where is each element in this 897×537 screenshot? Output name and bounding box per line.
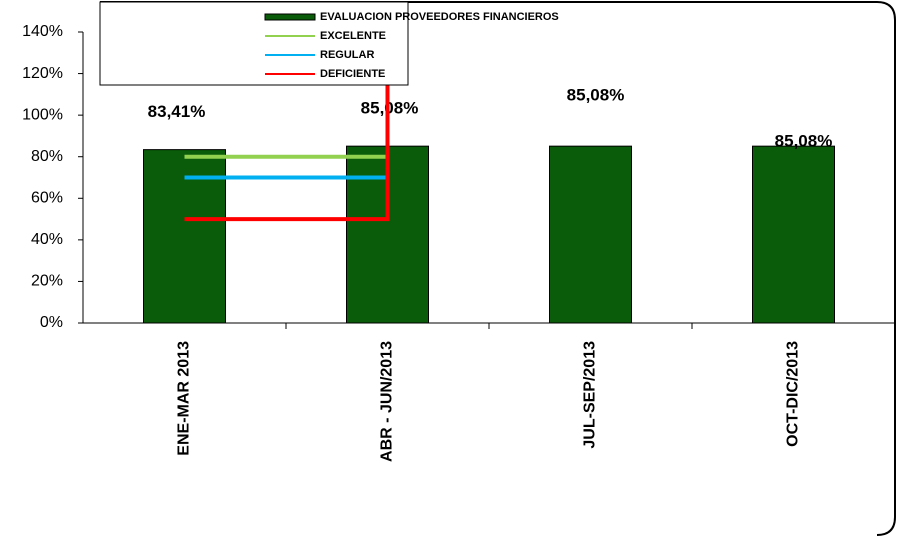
legend-label: REGULAR — [320, 49, 374, 61]
y-tick-label: 60% — [31, 190, 63, 207]
bar — [549, 145, 632, 324]
y-tick-label: 20% — [31, 273, 63, 290]
value-label: 85,08% — [775, 132, 833, 151]
line-series — [184, 32, 390, 222]
legend-label: DEFICIENTE — [320, 68, 385, 80]
chart-frame — [100, 1, 896, 536]
legend-label: EVALUACION PROVEEDORES FINANCIEROS — [320, 11, 559, 23]
y-tick-label: 140% — [22, 23, 63, 40]
bar — [752, 145, 835, 324]
legend-box — [99, 1, 409, 86]
y-tick-label: 120% — [22, 65, 63, 82]
legend-swatch — [264, 13, 316, 21]
value-label: 83,41% — [148, 102, 206, 121]
x-tick-label: OCT-DIC/2013 — [785, 341, 802, 447]
x-tick-label: ENE-MAR 2013 — [176, 341, 193, 456]
x-tick-label: ABR - JUN/2013 — [379, 341, 396, 462]
y-tick-label: 40% — [31, 231, 63, 248]
y-tick-label: 80% — [31, 148, 63, 165]
y-tick-label: 0% — [40, 314, 63, 331]
y-tick-label: 100% — [22, 106, 63, 123]
x-tick-label: JUL-SEP/2013 — [582, 341, 599, 449]
value-label: 85,08% — [567, 86, 625, 105]
legend-label: EXCELENTE — [320, 30, 386, 42]
